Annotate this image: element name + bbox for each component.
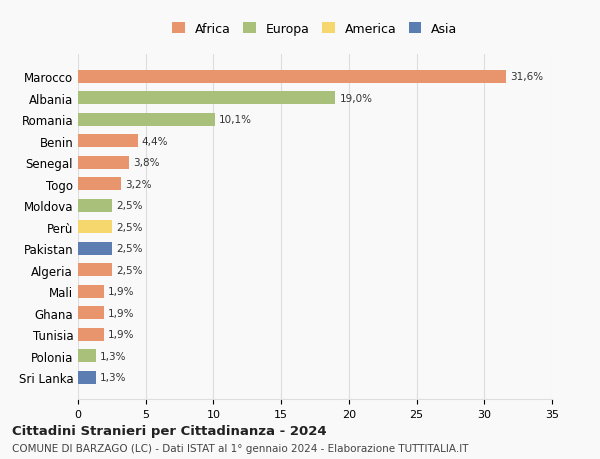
- Text: COMUNE DI BARZAGO (LC) - Dati ISTAT al 1° gennaio 2024 - Elaborazione TUTTITALIA: COMUNE DI BARZAGO (LC) - Dati ISTAT al 1…: [12, 443, 469, 453]
- Text: 2,5%: 2,5%: [116, 201, 142, 211]
- Bar: [78, 242, 112, 255]
- Text: Cittadini Stranieri per Cittadinanza - 2024: Cittadini Stranieri per Cittadinanza - 2…: [12, 424, 326, 437]
- Bar: [78, 263, 112, 276]
- Bar: [78, 199, 112, 212]
- Text: 1,9%: 1,9%: [108, 308, 134, 318]
- Bar: [78, 307, 104, 319]
- Text: 3,8%: 3,8%: [134, 158, 160, 168]
- Bar: [78, 349, 95, 362]
- Text: 2,5%: 2,5%: [116, 265, 142, 275]
- Bar: [78, 285, 104, 298]
- Bar: [78, 328, 104, 341]
- Text: 1,3%: 1,3%: [100, 372, 126, 382]
- Text: 2,5%: 2,5%: [116, 222, 142, 232]
- Text: 31,6%: 31,6%: [510, 72, 543, 82]
- Bar: [78, 371, 95, 384]
- Text: 19,0%: 19,0%: [340, 94, 373, 104]
- Text: 10,1%: 10,1%: [219, 115, 252, 125]
- Bar: [78, 71, 506, 84]
- Bar: [78, 178, 121, 191]
- Text: 4,4%: 4,4%: [142, 136, 168, 146]
- Bar: [78, 92, 335, 105]
- Text: 1,9%: 1,9%: [108, 330, 134, 339]
- Bar: [78, 113, 215, 127]
- Legend: Africa, Europa, America, Asia: Africa, Europa, America, Asia: [166, 17, 464, 42]
- Text: 1,9%: 1,9%: [108, 286, 134, 297]
- Text: 2,5%: 2,5%: [116, 244, 142, 254]
- Bar: [78, 221, 112, 234]
- Text: 3,2%: 3,2%: [125, 179, 152, 189]
- Bar: [78, 157, 130, 169]
- Bar: [78, 135, 137, 148]
- Text: 1,3%: 1,3%: [100, 351, 126, 361]
